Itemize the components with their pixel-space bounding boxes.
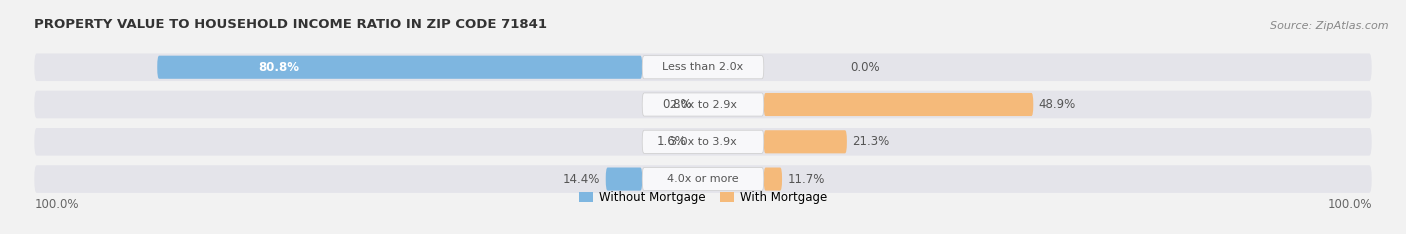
Legend: Without Mortgage, With Mortgage: Without Mortgage, With Mortgage (574, 186, 832, 209)
Text: 48.9%: 48.9% (1039, 98, 1076, 111)
FancyBboxPatch shape (643, 56, 763, 79)
FancyBboxPatch shape (763, 93, 1033, 116)
Text: 3.0x to 3.9x: 3.0x to 3.9x (669, 137, 737, 147)
FancyBboxPatch shape (763, 130, 846, 153)
Text: 21.3%: 21.3% (852, 135, 890, 148)
FancyBboxPatch shape (606, 168, 643, 191)
Text: PROPERTY VALUE TO HOUSEHOLD INCOME RATIO IN ZIP CODE 71841: PROPERTY VALUE TO HOUSEHOLD INCOME RATIO… (34, 18, 547, 31)
FancyBboxPatch shape (34, 128, 1372, 156)
FancyBboxPatch shape (157, 56, 643, 79)
Text: 2.0x to 2.9x: 2.0x to 2.9x (669, 99, 737, 110)
Text: Source: ZipAtlas.com: Source: ZipAtlas.com (1270, 21, 1389, 31)
Text: 100.0%: 100.0% (34, 197, 79, 211)
Text: 100.0%: 100.0% (1327, 197, 1372, 211)
FancyBboxPatch shape (763, 168, 782, 191)
Text: 80.8%: 80.8% (257, 61, 299, 74)
Text: 11.7%: 11.7% (787, 173, 825, 186)
FancyBboxPatch shape (34, 91, 1372, 118)
Text: 0.0%: 0.0% (851, 61, 880, 74)
Text: 14.4%: 14.4% (562, 173, 600, 186)
Text: 1.6%: 1.6% (657, 135, 686, 148)
Text: 4.0x or more: 4.0x or more (668, 174, 738, 184)
FancyBboxPatch shape (643, 130, 763, 153)
FancyBboxPatch shape (643, 93, 763, 116)
Text: 0.8%: 0.8% (662, 98, 692, 111)
FancyBboxPatch shape (643, 168, 763, 191)
FancyBboxPatch shape (34, 165, 1372, 193)
FancyBboxPatch shape (34, 53, 1372, 81)
Text: Less than 2.0x: Less than 2.0x (662, 62, 744, 72)
